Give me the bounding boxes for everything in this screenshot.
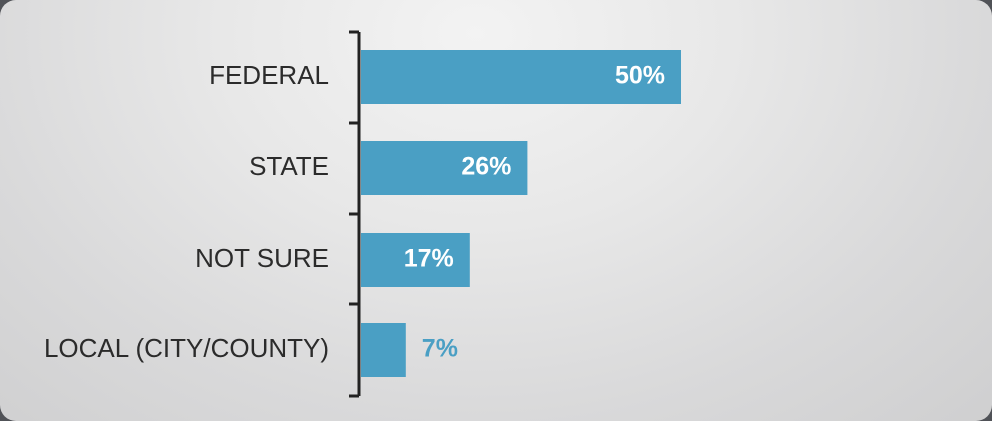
bar xyxy=(361,50,681,104)
category-label: FEDERAL xyxy=(209,60,329,90)
labels: FEDERAL 50% STATE 26% NOT SURE 17% LOCAL (CITY… xyxy=(44,60,665,363)
data-label: 7% xyxy=(422,335,458,363)
category-label: NOT SURE xyxy=(195,243,329,273)
bar xyxy=(361,233,470,287)
bar xyxy=(361,141,528,195)
axis xyxy=(349,30,361,398)
bar xyxy=(361,323,406,377)
category-label: STATE xyxy=(249,151,329,181)
bars xyxy=(361,50,681,377)
data-label: 17% xyxy=(404,245,454,273)
data-label: 50% xyxy=(615,62,665,90)
category-label: LOCAL (CITY/COUNTY) xyxy=(44,333,329,363)
data-label: 26% xyxy=(461,153,511,181)
